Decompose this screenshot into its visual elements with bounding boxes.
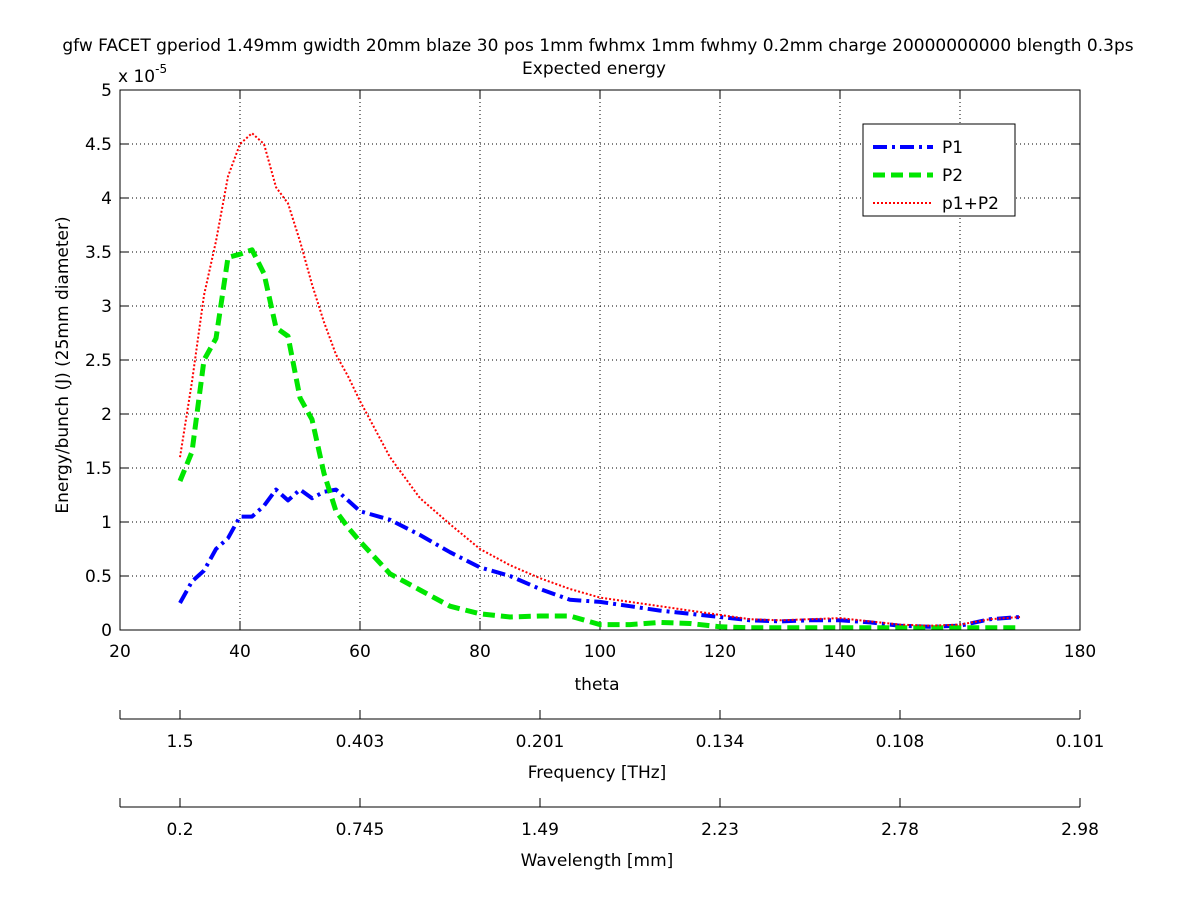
x-tick-label: 40	[229, 642, 251, 662]
secondary-tick-label: 1.5	[166, 732, 193, 752]
secondary-tick-label: 0.101	[1056, 732, 1105, 752]
y-tick-label: 4	[101, 189, 112, 209]
chart-subtitle: Expected energy	[522, 59, 666, 79]
secondary-tick-label: 0.2	[166, 820, 193, 840]
y-tick-label: 2.5	[85, 351, 112, 371]
secondary-tick-label: 2.98	[1061, 820, 1099, 840]
legend-label-p1: P1	[942, 138, 963, 158]
y-tick-label: 0	[101, 621, 112, 641]
y-tick-label: 1	[101, 513, 112, 533]
y-tick-label: 4.5	[85, 135, 112, 155]
secondary-tick-label: 1.49	[521, 820, 559, 840]
x-tick-label: 160	[944, 642, 976, 662]
frequency-axis-label: Frequency [THz]	[528, 763, 667, 783]
series-line-p1p2	[179, 132, 1021, 627]
wavelength-axis-label: Wavelength [mm]	[521, 851, 674, 871]
x-tick-label: 100	[584, 642, 616, 662]
secondary-tick-label: 0.745	[336, 820, 385, 840]
series-group	[177, 132, 1021, 631]
wavelength-axis: Wavelength [mm] 0.2 0.745 1.49 2.23 2.78 2.98	[119, 798, 1099, 871]
y-multiplier-base: x 10	[118, 67, 155, 87]
y-tick-label: 1.5	[85, 459, 112, 479]
x-tick-label: 140	[824, 642, 856, 662]
y-tick-label: 3	[101, 297, 112, 317]
series-line-p2	[177, 247, 1020, 631]
x-tick-label: 60	[349, 642, 371, 662]
secondary-tick-label: 0.108	[876, 732, 925, 752]
y-tick-label: 5	[101, 81, 112, 101]
y-axis-label: Energy/bunch (J) (25mm diameter)	[53, 216, 73, 513]
secondary-tick-label: 2.23	[701, 820, 739, 840]
secondary-tick-label: 0.134	[696, 732, 745, 752]
legend-label-p1p2: p1+P2	[942, 194, 999, 214]
y-tick-label: 0.5	[85, 567, 112, 587]
legend-box	[862, 123, 1016, 217]
secondary-tick-label: 2.78	[881, 820, 919, 840]
secondary-tick-label: 0.403	[336, 732, 385, 752]
y-multiplier: x 10-5	[118, 62, 167, 87]
x-tick-label: 120	[704, 642, 736, 662]
axis-ticks: 20 40 60 80 100 120 140 160 180 0 0.5 1 1.5 2 2.5 3 3.5 4…	[85, 81, 1096, 662]
frequency-axis: Frequency [THz] 1.5 0.403 0.201 0.134 0.108 0…	[119, 710, 1105, 783]
secondary-tick-label: 0.201	[516, 732, 565, 752]
x-tick-label: 180	[1064, 642, 1096, 662]
x-tick-label: 20	[109, 642, 131, 662]
y-tick-label: 2	[101, 405, 112, 425]
series-line-p1	[178, 487, 1021, 629]
x-tick-label: 80	[469, 642, 491, 662]
legend: P1 P2 p1+P2	[862, 123, 1016, 217]
y-tick-label: 3.5	[85, 243, 112, 263]
grid	[120, 90, 1080, 630]
plot-frame	[119, 89, 1081, 631]
x-axis-label: theta	[575, 675, 620, 695]
chart-title: gfw FACET gperiod 1.49mm gwidth 20mm bla…	[62, 36, 1133, 56]
y-multiplier-exponent: -5	[155, 62, 167, 76]
legend-label-p2: P2	[942, 166, 963, 186]
